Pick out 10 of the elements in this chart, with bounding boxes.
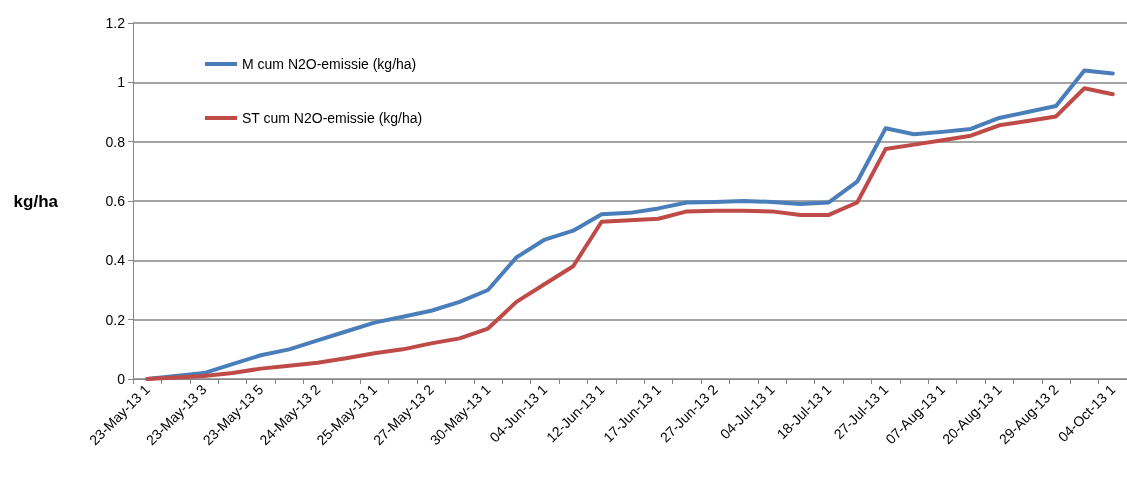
y-tick-label: 0.8 [105,133,126,150]
y-axis-title: kg/ha [13,191,59,211]
y-tick-label: 0.4 [105,252,126,269]
y-tick-label: 0 [117,371,126,387]
y-tick-label: 0.6 [105,193,126,209]
legend-label: ST cum N2O-emissie (kg/ha) [242,110,423,126]
y-tick-label: 1.2 [105,15,126,31]
y-tick-label: 0.2 [105,311,126,328]
y-tick-label: 1 [117,74,126,91]
legend-label: M cum N2O-emissie (kg/ha) [242,56,417,72]
